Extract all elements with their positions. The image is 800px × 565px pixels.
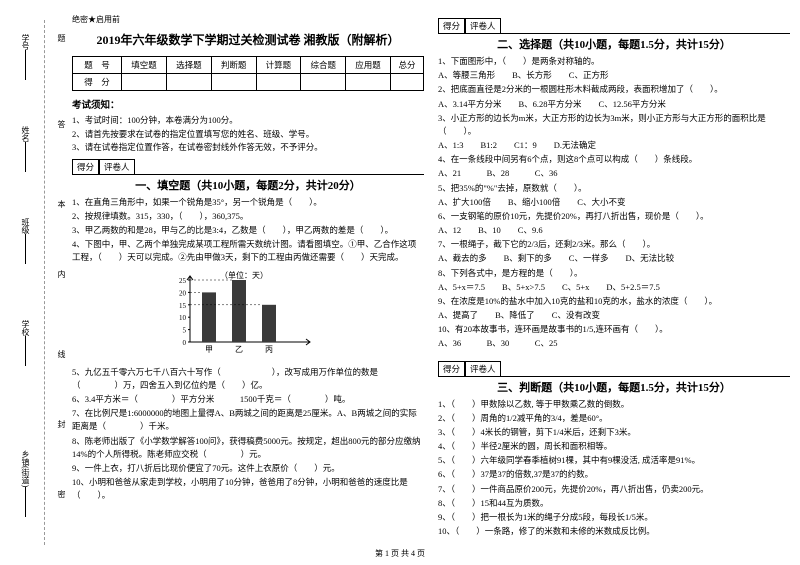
grader-box: 评卷人 bbox=[99, 159, 135, 174]
score-box: 得分 bbox=[72, 159, 99, 174]
notice-1: 1、考试时间：100分钟，本卷满分为100分。 bbox=[72, 114, 424, 128]
q1-10: 10、小明和爸爸从家走到学校，小明用了10分钟，爸爸用了8分钟，小明和爸爸的速度… bbox=[72, 476, 424, 502]
q2-3o: A、1:3 B1:2 C1：9 D.无法确定 bbox=[438, 139, 790, 152]
svg-text:25: 25 bbox=[179, 277, 187, 285]
q2-3: 3、小正方形的边长为m米，大正方形的边长为3m米，则小正方形与大正方形的面积比是… bbox=[438, 112, 790, 138]
notice-2: 2、请首先按要求在试卷的指定位置填写您的姓名、班级、学号。 bbox=[72, 128, 424, 142]
notice-heading: 考试须知： bbox=[72, 97, 424, 111]
field-town: 乡镇(街道) bbox=[20, 450, 31, 517]
q2-10o: A、36 B、30 C、25 bbox=[438, 337, 790, 350]
section-head-1: 得分 评卷人 bbox=[72, 159, 424, 175]
q1-3: 3、甲乙两数的和是28，甲与乙的比是3:4，乙数是（ ），甲乙两数的差是（ ）。 bbox=[72, 224, 424, 237]
marker-5: 封 bbox=[56, 420, 67, 428]
svg-text:0: 0 bbox=[183, 339, 187, 347]
section1-title: 一、填空题（共10小题，每题2分，共计20分） bbox=[72, 177, 424, 193]
q1-8: 8、陈老师出版了《小学数学解答100问》，获得稿费5000元。按规定，超出800… bbox=[72, 435, 424, 461]
section3-title: 三、判断题（共10小题，每题1.5分，共计15分） bbox=[438, 379, 790, 395]
q2-10: 10、有20本故事书，连环画是故事书的1/5,连环画有（ ）。 bbox=[438, 323, 790, 336]
notice-3: 3、请在试卷指定位置作答，在试卷密封线外作答无效，不予评分。 bbox=[72, 141, 424, 155]
q1-4: 4、下图中，甲、乙两个单独完成某项工程所需天数统计图。请看图填空。①甲、乙合作这… bbox=[72, 238, 424, 264]
field-class: 班级 bbox=[20, 218, 31, 264]
q2-5o: A、扩大100倍 B、缩小100倍 C、大小不变 bbox=[438, 196, 790, 209]
q1-1: 1、在直角三角形中，如果一个锐角是35°，另一个锐角是（ ）。 bbox=[72, 196, 424, 209]
q2-2o: A、3.14平方分米 B、6.28平方分米 C、12.56平方分米 bbox=[438, 98, 790, 111]
svg-text:15: 15 bbox=[179, 301, 187, 309]
marker-6: 密 bbox=[56, 490, 67, 498]
field-school: 学校 bbox=[20, 320, 31, 366]
marker-1: 答 bbox=[56, 120, 67, 128]
q2-1o: A、等腰三角形 B、长方形 C、正方形 bbox=[438, 69, 790, 82]
q3-2: 2、（ ）周角的1/2减平角的3/4，差是60°。 bbox=[438, 412, 790, 425]
svg-text:（单位：天）: （单位：天） bbox=[220, 270, 268, 280]
q2-9: 9、在浓度是10%的盐水中加入10克的盐和10克的水，盐水的浓度（ ）。 bbox=[438, 295, 790, 308]
field-id: 学号 bbox=[20, 34, 31, 80]
marker-3: 内 bbox=[56, 270, 67, 278]
q2-6: 6、一支钢笔的原价10元，先提价20%，再打八折出售，现价是（ ）。 bbox=[438, 210, 790, 223]
svg-text:20: 20 bbox=[179, 289, 187, 297]
q1-2: 2、按规律填数。315，330，（ ），360,375。 bbox=[72, 210, 424, 223]
svg-text:甲: 甲 bbox=[205, 345, 213, 354]
marker-0: 题 bbox=[56, 34, 67, 42]
q2-4: 4、在一条线段中间另有6个点，则这8个点可以构成（ ）条线段。 bbox=[438, 153, 790, 166]
q3-9: 9、（ ）把一根长为1米的绳子分成5段，每段长1/5米。 bbox=[438, 511, 790, 524]
marker-2: 本 bbox=[56, 200, 67, 208]
q3-3: 3、（ ）4米长的钢管，剪下1/4米后，还剩下3米。 bbox=[438, 426, 790, 439]
table-row: 题 号 填空题 选择题 判断题 计算题 综合题 应用题 总分 bbox=[73, 57, 424, 74]
q3-10: 10、（ ）一条路，修了的米数和未修的米数成反比例。 bbox=[438, 525, 790, 538]
q3-4: 4、（ ）半径2厘米的圆，周长和面积相等。 bbox=[438, 440, 790, 453]
q2-1: 1、下面图形中，（ ）是两条对称轴的。 bbox=[438, 55, 790, 68]
q2-4o: A、21 B、28 C、36 bbox=[438, 167, 790, 180]
q1-6: 6、3.4平方米＝（ ）平方分米 1500千克＝（ ）吨。 bbox=[72, 393, 424, 406]
q3-5: 5、（ ）六年级同学春季植树91棵，其中有9棵没活, 成活率是91%。 bbox=[438, 454, 790, 467]
field-name: 姓名 bbox=[20, 126, 31, 172]
q2-5: 5、把35%的"%"去掉，原数就（ ）。 bbox=[438, 182, 790, 195]
table-row: 得 分 bbox=[73, 74, 424, 91]
right-column: 得分 评卷人 二、选择题（共10小题，每题1.5分，共计15分） 1、下面图形中… bbox=[438, 14, 790, 539]
q3-1: 1、（ ）甲数除以乙数, 等于甲数乘乙数的倒数。 bbox=[438, 398, 790, 411]
svg-text:丙: 丙 bbox=[265, 345, 273, 354]
svg-text:5: 5 bbox=[183, 326, 187, 334]
section-head-2: 得分 评卷人 bbox=[438, 18, 790, 34]
q2-7: 7、一根绳子，截下它的2/3后，还剩2/3米。那么（ ）。 bbox=[438, 238, 790, 251]
q1-5: 5、九亿五千零六万七千八百六十写作（ ），改写成用万作单位的数是（ ）万，四舍五… bbox=[72, 366, 424, 392]
page-footer: 第 1 页 共 4 页 bbox=[0, 548, 800, 559]
binding-margin: 学号 姓名 班级 学校 乡镇(街道) 题 答 本 内 线 封 密 bbox=[0, 0, 70, 565]
q2-6o: A、12 B、10 C、9.6 bbox=[438, 224, 790, 237]
svg-text:乙: 乙 bbox=[235, 345, 243, 354]
exam-title: 2019年六年级数学下学期过关检测试卷 湘教版（附解析） bbox=[72, 31, 424, 48]
q3-6: 6、（ ）37是37的倍数,37是37的约数。 bbox=[438, 468, 790, 481]
q2-7o: A、截去的多 B、剩下的多 C、一样多 D、无法比较 bbox=[438, 252, 790, 265]
q2-9o: A、提高了 B、降低了 C、没有改变 bbox=[438, 309, 790, 322]
q3-8: 8、（ ）15和44互为质数。 bbox=[438, 497, 790, 510]
left-column: 绝密★启用前 2019年六年级数学下学期过关检测试卷 湘教版（附解析） 题 号 … bbox=[72, 14, 424, 539]
score-table: 题 号 填空题 选择题 判断题 计算题 综合题 应用题 总分 得 分 bbox=[72, 56, 424, 91]
q3-7: 7、（ ）一件商品原价200元，先提价20%，再八折出售，仍卖200元。 bbox=[438, 483, 790, 496]
binding-dash-line bbox=[44, 20, 45, 545]
content-area: 绝密★启用前 2019年六年级数学下学期过关检测试卷 湘教版（附解析） 题 号 … bbox=[72, 14, 790, 539]
q2-2: 2、把底面直径是2分米的一根圆柱形木料截成两段，表面积增加了（ ）。 bbox=[438, 83, 790, 96]
q1-7: 7、在比例尺是1:6000000的地图上量得A、B两城之间的距离是25厘米。A、… bbox=[72, 407, 424, 433]
section-head-3: 得分 评卷人 bbox=[438, 361, 790, 377]
q2-8o: A、5+x＝7.5 B、5+x>7.5 C、5+x D、5+2.5＝7.5 bbox=[438, 281, 790, 294]
svg-text:10: 10 bbox=[179, 314, 187, 322]
bar-chart: （单位：天） 25 20 15 10 5 0 甲 乙 丙 bbox=[162, 270, 322, 360]
q2-8: 8、下列各式中，是方程的是（ ）。 bbox=[438, 267, 790, 280]
q1-9: 9、一件上衣，打八折后比现价便宜了70元。这件上衣原价（ ）元。 bbox=[72, 462, 424, 475]
section2-title: 二、选择题（共10小题，每题1.5分，共计15分） bbox=[438, 36, 790, 52]
secret-label: 绝密★启用前 bbox=[72, 14, 424, 25]
marker-4: 线 bbox=[56, 350, 67, 358]
